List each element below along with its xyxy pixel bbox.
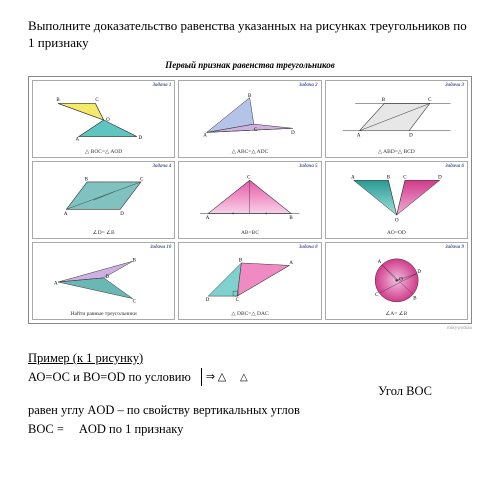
- svg-text:A: A: [204, 133, 208, 138]
- svg-text:C: C: [236, 298, 240, 303]
- page-title: Выполните доказательство равенства указа…: [28, 18, 472, 52]
- cell-header: Задача 10: [150, 245, 171, 250]
- cell-caption: △ BOC=△ AOD: [33, 149, 174, 155]
- cell-2: Задача 2 AB CD △ ABC=△ ADC: [178, 80, 321, 158]
- svg-text:D: D: [138, 136, 142, 141]
- svg-text:O: O: [395, 218, 399, 223]
- cell-6: Задача 6 A B C D O AO=OD: [325, 161, 468, 239]
- figure-8: D C B A: [179, 253, 320, 311]
- cell-header: Задача 5: [299, 164, 318, 169]
- cell-5: Задача 5 A C B AB=BC: [178, 161, 321, 239]
- cell-caption: △ DBC=△ DAC: [179, 311, 320, 317]
- cell-header: Задача 3: [445, 83, 464, 88]
- cell-7: Задача 10 A B D C Найти равные треугольник…: [32, 242, 175, 320]
- cell-caption: AB=BC: [179, 230, 320, 236]
- cell-header: Задача 6: [445, 164, 464, 169]
- figure-9: A D C B O: [326, 253, 467, 311]
- svg-text:C: C: [428, 98, 432, 103]
- svg-text:D: D: [417, 270, 421, 275]
- proof-line-1: АО=ОС и ВО=OD по условию: [28, 368, 191, 387]
- cell-caption: △ ABD=△ BCD: [326, 149, 467, 155]
- svg-text:A: A: [290, 261, 294, 266]
- example-heading: Пример (к 1 рисунку): [28, 349, 472, 368]
- proof-l3b: AOD по 1 признаку: [79, 422, 184, 436]
- svg-text:D: D: [291, 131, 295, 136]
- proof-arrow: ⇒ △ △: [201, 368, 248, 386]
- svg-text:A: A: [377, 260, 381, 265]
- figure-grid-wrap: Задача 1 BC AD O △ BOC=△ AOD Задача 2 AB…: [28, 76, 472, 324]
- proof-l3a: BOC =: [28, 422, 64, 436]
- svg-text:C: C: [403, 175, 407, 180]
- svg-text:B: B: [413, 296, 417, 301]
- cell-caption: ∠D= ∠B: [33, 230, 174, 236]
- cell-caption: ∠A= ∠B: [326, 311, 467, 317]
- cell-header: Задача 2: [299, 83, 318, 88]
- svg-text:D: D: [105, 275, 109, 280]
- svg-text:D: D: [438, 175, 442, 180]
- svg-text:B: B: [239, 258, 243, 263]
- svg-text:D: D: [120, 212, 124, 217]
- svg-text:A: A: [64, 212, 68, 217]
- figure-1: B C A D O: [33, 91, 174, 149]
- svg-text:A: A: [75, 137, 79, 142]
- svg-text:B: B: [381, 98, 385, 103]
- svg-text:B: B: [290, 216, 294, 221]
- cell-9: Задача 9 A D C B O ∠A= ∠B: [325, 242, 468, 320]
- credit-text: mikywoman: [28, 326, 472, 331]
- svg-text:B: B: [85, 177, 89, 182]
- svg-text:O: O: [106, 118, 110, 123]
- cell-caption: Найти равные треугольники: [33, 311, 174, 317]
- cell-caption: AO=OD: [326, 230, 467, 236]
- svg-text:B: B: [56, 98, 60, 103]
- arrow-text: ⇒ △: [206, 369, 226, 386]
- svg-text:B: B: [133, 258, 137, 263]
- svg-text:D: D: [409, 133, 413, 138]
- cell-header: Задача 9: [445, 245, 464, 250]
- figure-5: A C B: [179, 172, 320, 230]
- cell-caption: △ ABC=△ ADC: [179, 149, 320, 155]
- figure-4: A B C D: [33, 172, 174, 230]
- svg-text:A: A: [357, 133, 361, 138]
- proof-line-3: BOC = AOD по 1 признаку: [28, 420, 472, 439]
- svg-text:O: O: [399, 277, 403, 282]
- example-block: Пример (к 1 рисунку) АО=ОС и ВО=OD по ус…: [28, 349, 472, 439]
- svg-text:D: D: [206, 298, 210, 303]
- svg-text:B: B: [248, 94, 252, 99]
- cell-3: Задача 3 A B C D △ ABD=△ BCD: [325, 80, 468, 158]
- svg-text:A: A: [206, 216, 210, 221]
- svg-text:C: C: [140, 177, 144, 182]
- svg-text:C: C: [133, 299, 137, 304]
- cell-4: Задача 4 A B C D ∠D= ∠B: [32, 161, 175, 239]
- figure-3: A B C D: [326, 91, 467, 149]
- figure-grid: Задача 1 BC AD O △ BOC=△ AOD Задача 2 AB…: [32, 80, 468, 320]
- page-subtitle: Первый признак равенства треугольников: [28, 60, 472, 70]
- cell-1: Задача 1 B C A D O △ BOC=△ AOD: [32, 80, 175, 158]
- cell-header: Задача 1: [152, 83, 171, 88]
- triangle-icon: △: [240, 372, 248, 383]
- svg-text:B: B: [386, 175, 390, 180]
- proof-line-2: равен углу AOD – по свойству вертикальны…: [28, 401, 472, 420]
- figure-7: A B D C: [33, 253, 174, 311]
- cell-8: Задача 8 D C B A △ DBC=△ DAC: [178, 242, 321, 320]
- svg-text:C: C: [248, 175, 252, 180]
- figure-2: AB CD: [179, 91, 320, 149]
- svg-text:A: A: [54, 281, 58, 286]
- svg-text:C: C: [375, 293, 379, 298]
- figure-6: A B C D O: [326, 172, 467, 230]
- cell-header: Задача 4: [152, 164, 171, 169]
- cell-header: Задача 8: [299, 245, 318, 250]
- svg-text:C: C: [95, 98, 99, 103]
- svg-text:A: A: [351, 175, 355, 180]
